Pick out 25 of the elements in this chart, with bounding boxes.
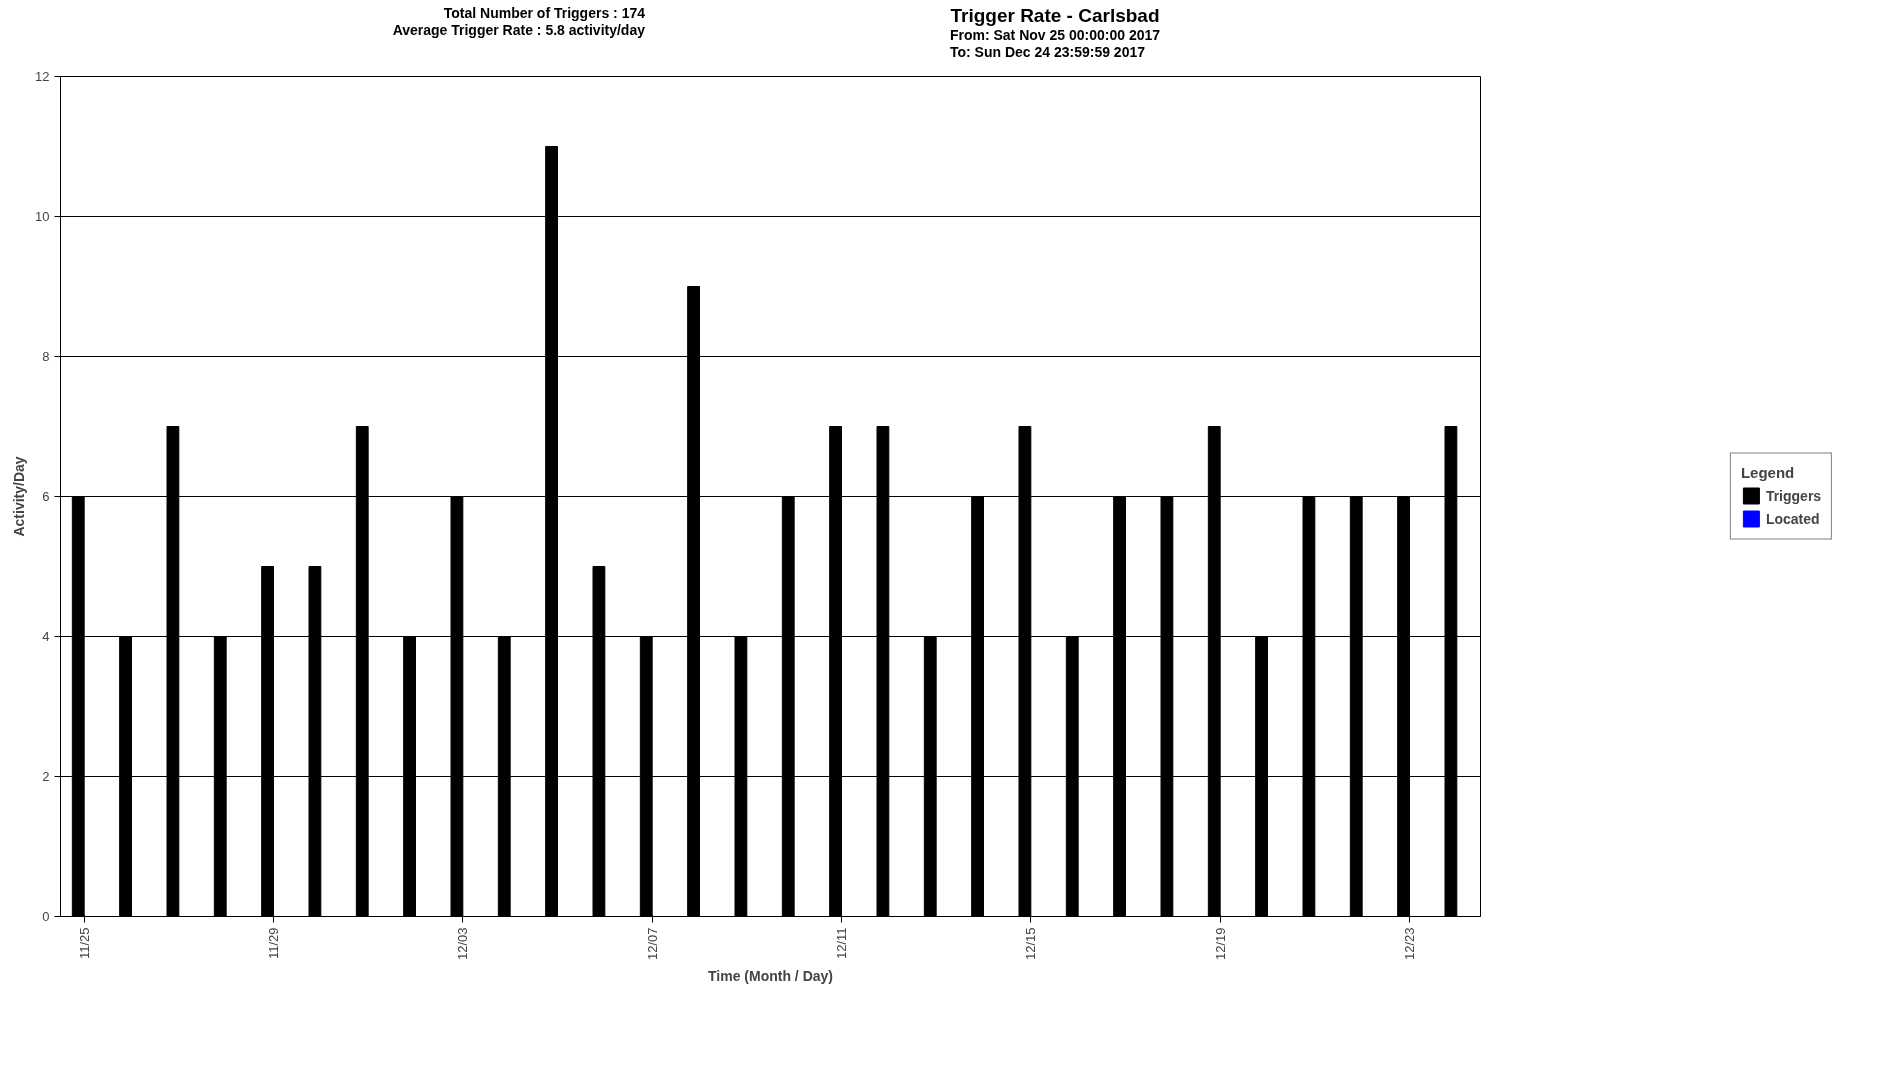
y-tick-label: 6 [42,489,50,504]
x-tick-label: 12/23 [1402,927,1417,961]
x-axis-title: Time (Month / Day) [708,968,833,985]
x-tick-label: 12/15 [1023,927,1039,961]
x-tick-label: 11/25 [76,927,92,960]
legend-title: Legend [1740,463,1796,481]
text: Total Number of Triggers : 174 [443,5,645,21]
chart-title: Trigger Rate - Carlsbad [949,5,1161,27]
legend-label: Located [1765,510,1820,527]
x-tick-label: 12/07 [644,927,660,961]
legend-label: Triggers [1765,487,1822,504]
y-axis-title: Activity/Day [11,456,28,537]
y-tick-label: 12 [35,69,50,84]
text: From: Sat Nov 25 00:00:00 2017 [949,27,1161,43]
x-tick-label: 12/11 [834,927,849,960]
y-tick-label: 2 [42,769,50,784]
y-tick-label: 8 [42,349,50,364]
x-tick-label: 11/29 [266,927,281,960]
y-tick-label: 10 [35,209,50,224]
text: To: Sun Dec 24 23:59:59 2017 [949,44,1145,60]
text: Average Trigger Rate : 5.8 activity/day [392,22,645,38]
x-tick-label: 12/19 [1212,927,1228,961]
y-tick-label: 4 [42,629,50,644]
y-tick-label: 0 [42,909,50,924]
x-tick-label: 12/03 [455,927,471,961]
